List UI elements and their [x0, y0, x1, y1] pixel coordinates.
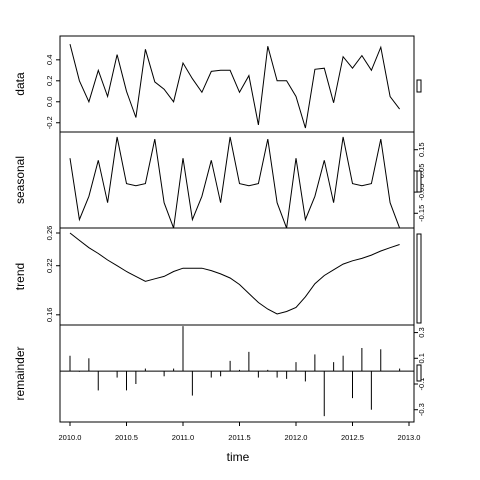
panel-frame-trend	[59, 227, 415, 326]
x-tick-label: 2013.0	[398, 433, 421, 442]
y-axis-label-seasonal: seasonal	[13, 156, 27, 204]
y-tick-label-trend: 0.26	[45, 226, 54, 241]
x-axis-label: time	[227, 450, 250, 464]
panels-group: -0.20.00.20.4data-0.15-0.050.050.15seaso…	[13, 35, 426, 423]
data-series-line	[69, 43, 400, 129]
range-bar-trend	[416, 233, 422, 324]
panel-data: -0.2 0.0 0.2 0.4 data	[13, 35, 422, 133]
y-axis-label-remainder: remainder	[13, 346, 27, 400]
panel-remainder: -0.3 -0.1 0.1 0.3 remainder	[13, 324, 426, 423]
y-tick-label-data: 0.2	[45, 76, 54, 86]
y-tick-label-trend: 0.22	[45, 258, 54, 273]
y-tick-label-data: 0.0	[45, 97, 54, 107]
y-axis-label-data: data	[13, 72, 27, 96]
y-tick-label-remainder: 0.1	[417, 353, 426, 363]
x-tick-label: 2010.5	[115, 433, 138, 442]
x-tick-label: 2011.5	[228, 433, 250, 442]
panel-frame-data	[59, 35, 415, 133]
range-bar-seasonal	[416, 170, 422, 193]
x-axis: 2010.0 2010.5 2011.0 2011.5 2012.0 2012.5 2013…	[59, 422, 421, 442]
y-tick-label-remainder: 0.3	[417, 327, 426, 337]
y-tick-label-data: 0.4	[45, 55, 54, 65]
y-tick-label-data: -0.2	[45, 116, 54, 129]
range-bar-remainder	[416, 364, 422, 382]
x-tick-label: 2012.0	[285, 433, 308, 442]
panel-frame-seasonal	[59, 131, 415, 229]
y-tick-label-seasonal: -0.15	[417, 205, 426, 222]
x-tick-label: 2012.5	[341, 433, 364, 442]
x-tick-label: 2010.0	[59, 433, 82, 442]
seasonal-series-line	[69, 136, 401, 229]
panel-frame-remainder	[59, 324, 415, 423]
y-axis-label-trend: trend	[13, 263, 27, 290]
y-tick-label-remainder: -0.3	[417, 403, 426, 416]
y-tick-label-seasonal: 0.15	[417, 142, 426, 157]
panel-trend: 0.16 0.22 0.26 trend	[13, 226, 422, 326]
trend-series-line	[69, 232, 400, 315]
x-tick-label: 2011.0	[172, 433, 194, 442]
range-bar-data	[416, 79, 422, 93]
y-tick-label-remainder: -0.1	[417, 378, 426, 391]
y-tick-label-trend: 0.16	[45, 308, 54, 323]
